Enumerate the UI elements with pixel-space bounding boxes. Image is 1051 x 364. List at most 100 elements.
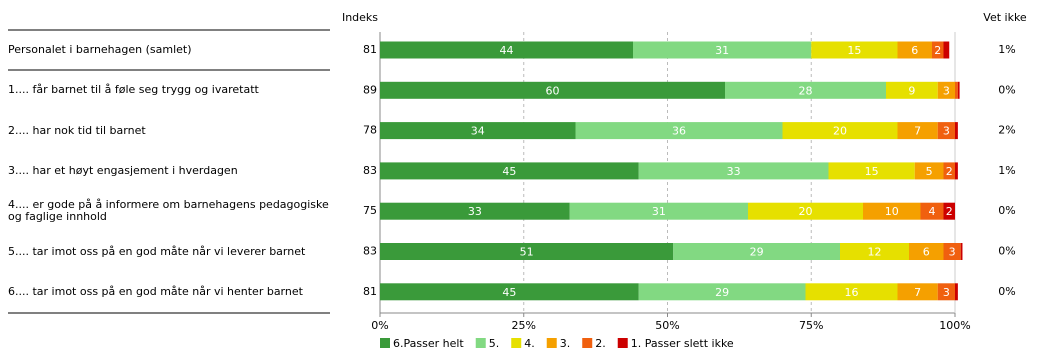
bar-segment xyxy=(863,202,921,220)
legend-swatch xyxy=(475,338,486,348)
bar-segment xyxy=(937,283,955,301)
bar-segment xyxy=(955,122,958,140)
value-label: 12 xyxy=(868,246,882,259)
bar-segment xyxy=(920,202,944,220)
value-label: 29 xyxy=(750,246,764,259)
row-label: 2.... har nok tid til barnet xyxy=(8,123,146,137)
bar-segment xyxy=(782,122,898,140)
value-label: 2 xyxy=(946,205,953,218)
bar-segment xyxy=(886,81,938,99)
value-label: 29 xyxy=(715,286,729,299)
bar-segment xyxy=(748,202,863,220)
value-label: 4 xyxy=(929,205,936,218)
row-label-box: 1.... får barnet til å føle seg trygg og… xyxy=(8,83,259,97)
bar-segment xyxy=(960,243,963,260)
value-label: 51 xyxy=(520,246,534,259)
legend-label: 6.Passer helt xyxy=(393,337,464,350)
bar-segment xyxy=(805,283,898,301)
bar-segment xyxy=(638,283,806,301)
value-label: 60 xyxy=(546,84,560,97)
bar-segment xyxy=(955,162,958,180)
legend-label: 5. xyxy=(489,337,500,350)
bar-segment xyxy=(955,283,958,301)
bar-segment xyxy=(897,283,938,301)
unknown-value: 0% xyxy=(998,245,1015,258)
unknown-header: Vet ikke xyxy=(983,11,1027,24)
bar-segment xyxy=(914,162,944,180)
legend-swatch xyxy=(582,338,593,348)
row-label-box: 4.... er gode på å informere om barnehag… xyxy=(8,198,329,224)
unknown-value: 1% xyxy=(998,43,1015,56)
value-label: 36 xyxy=(672,125,686,138)
value-label: 10 xyxy=(885,205,899,218)
value-label: 2 xyxy=(934,44,941,57)
index-value: 81 xyxy=(363,43,377,56)
x-tick-label: 50% xyxy=(655,319,679,332)
value-label: 6 xyxy=(911,44,918,57)
legend-label: 3. xyxy=(560,337,571,350)
bar-segment xyxy=(673,243,840,260)
value-label: 2 xyxy=(946,165,953,178)
bar-segment xyxy=(380,41,633,59)
legend-swatch xyxy=(617,338,628,348)
row-label: 4.... er gode på å informere om barnehag… xyxy=(8,198,329,224)
value-label: 20 xyxy=(799,205,813,218)
value-label: 31 xyxy=(715,44,729,57)
value-label: 7 xyxy=(914,125,921,138)
bar-segment xyxy=(937,122,955,140)
bar-segment xyxy=(380,81,725,99)
legend-label: 2. xyxy=(595,337,606,350)
value-label: 20 xyxy=(833,125,847,138)
index-value: 75 xyxy=(363,204,377,217)
value-label: 33 xyxy=(468,205,482,218)
value-label: 3 xyxy=(943,125,950,138)
value-label: 7 xyxy=(914,286,921,299)
bar-segment xyxy=(943,243,961,260)
row-label: 5.... tar imot oss på en god måte når vi… xyxy=(8,244,306,258)
x-tick-label: 25% xyxy=(512,319,536,332)
bar-segment xyxy=(380,202,570,220)
bar-segment xyxy=(633,41,812,59)
bar-segment xyxy=(957,81,960,99)
bar-segment xyxy=(943,202,955,220)
value-label: 45 xyxy=(502,286,516,299)
unknown-value: 2% xyxy=(998,124,1015,137)
legend-swatch xyxy=(511,338,522,348)
bar-segment xyxy=(569,202,748,220)
value-label: 3 xyxy=(943,84,950,97)
bar-segment xyxy=(840,243,909,260)
value-label: 28 xyxy=(799,84,813,97)
index-header: Indeks xyxy=(342,11,378,24)
row-label-box: 5.... tar imot oss på en god måte når vi… xyxy=(8,244,306,258)
row-label-box: 2.... har nok tid til barnet xyxy=(8,123,146,137)
value-label: 34 xyxy=(471,125,485,138)
index-value: 83 xyxy=(363,245,377,258)
unknown-value: 0% xyxy=(998,285,1015,298)
row-label: 3.... har et høyt engasjement i hverdage… xyxy=(8,163,238,177)
bar-segment xyxy=(955,81,958,99)
bar-segment xyxy=(897,41,932,59)
value-label: 9 xyxy=(908,84,915,97)
value-label: 44 xyxy=(500,44,514,57)
bar-segment xyxy=(380,283,639,301)
index-value: 83 xyxy=(363,164,377,177)
row-label: 6.... tar imot oss på en god måte når vi… xyxy=(8,284,303,298)
bar-segment xyxy=(932,41,944,59)
index-value: 81 xyxy=(363,285,377,298)
value-label: 6 xyxy=(923,246,930,259)
bar-segment xyxy=(638,162,829,180)
index-value: 78 xyxy=(363,124,377,137)
value-label: 5 xyxy=(926,165,933,178)
bar-segment xyxy=(575,122,783,140)
row-label: Personalet i barnehagen (samlet) xyxy=(8,43,192,56)
x-tick-label: 0% xyxy=(371,319,388,332)
row-label: 1.... får barnet til å føle seg trygg og… xyxy=(8,83,259,97)
bar-segment xyxy=(380,162,639,180)
value-label: 15 xyxy=(847,44,861,57)
bar-segment xyxy=(828,162,915,180)
x-tick-label: 75% xyxy=(799,319,823,332)
bar-segment xyxy=(897,122,938,140)
unknown-value: 0% xyxy=(998,204,1015,217)
unknown-value: 0% xyxy=(998,83,1015,96)
